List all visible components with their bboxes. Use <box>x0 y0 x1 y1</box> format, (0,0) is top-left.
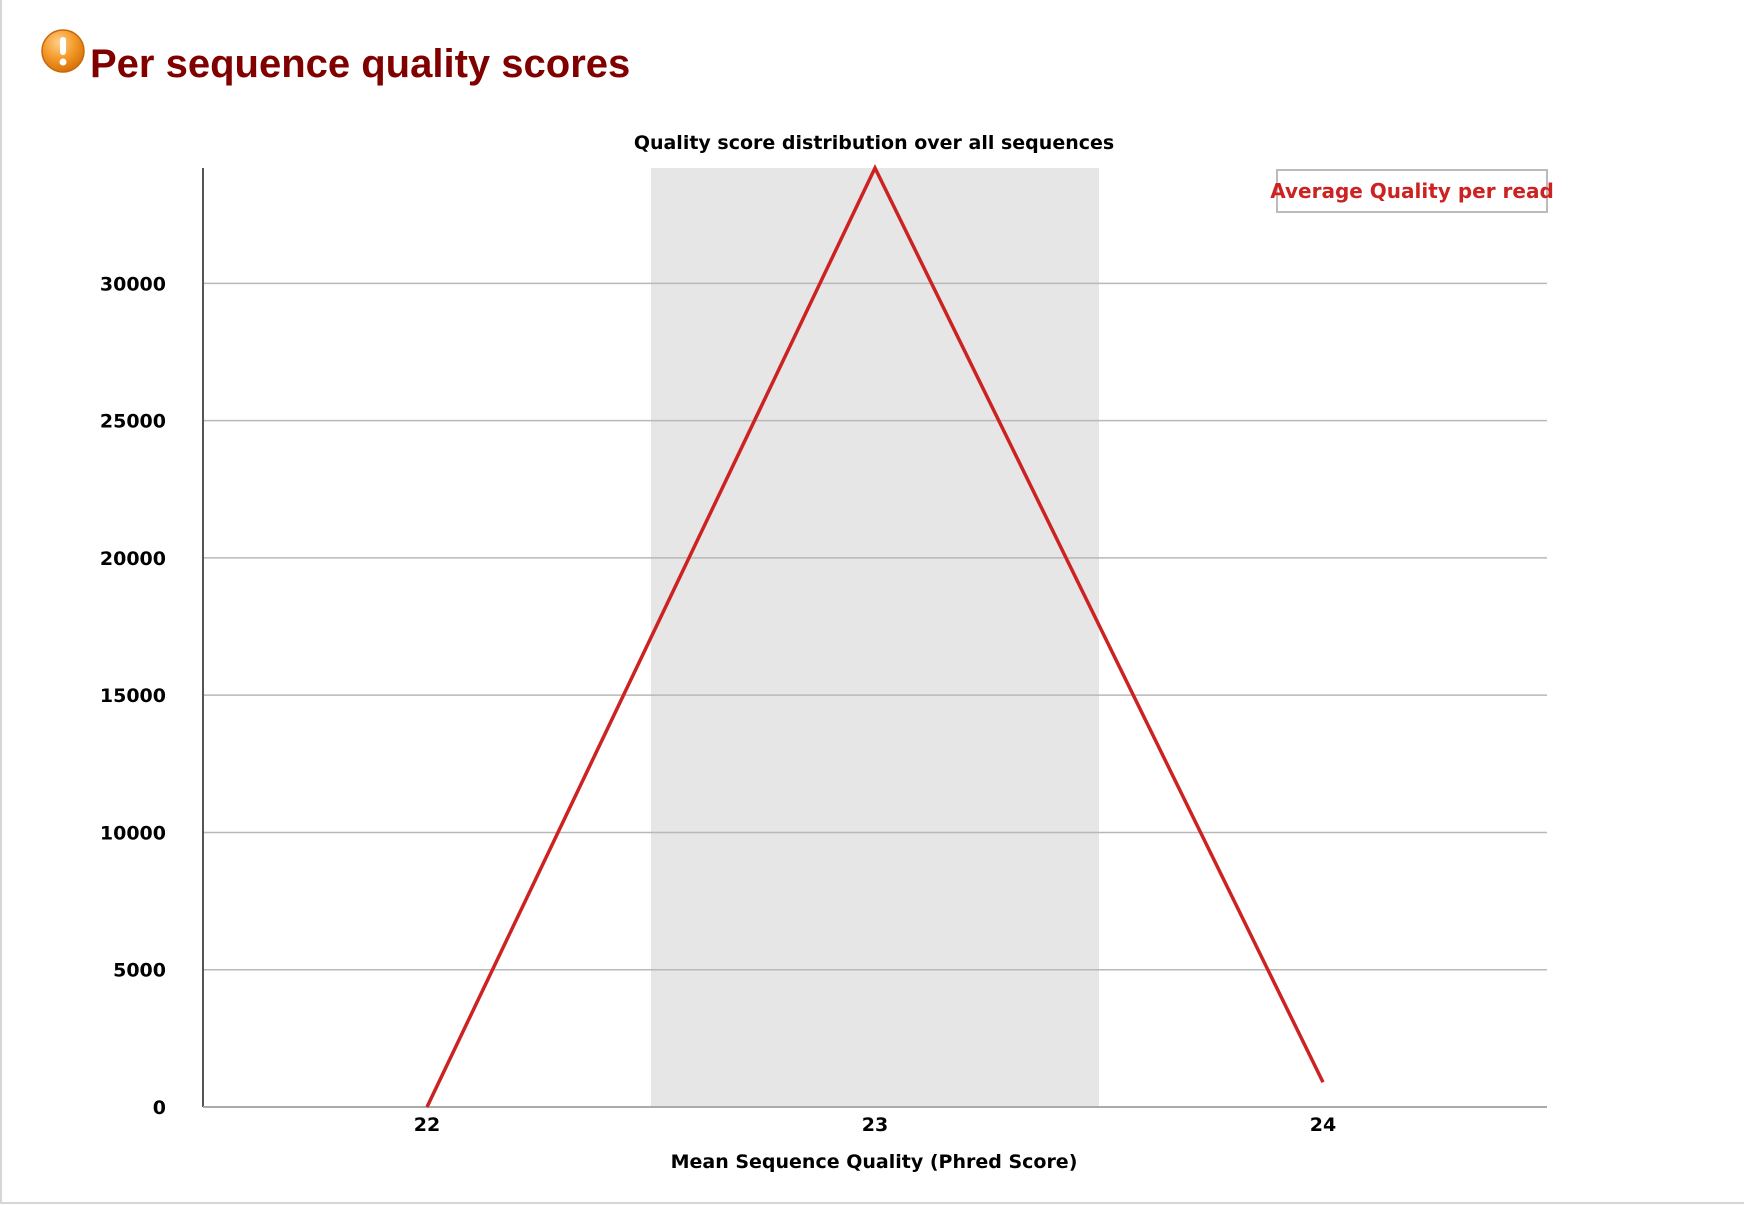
chart-title: Quality score distribution over all sequ… <box>634 132 1114 154</box>
warning-icon <box>41 29 85 73</box>
x-tick-label: 23 <box>862 1114 888 1136</box>
shaded-band <box>651 168 1099 1107</box>
y-tick-label: 10000 <box>100 822 166 844</box>
x-axis-label: Mean Sequence Quality (Phred Score) <box>671 1151 1078 1173</box>
legend: Average Quality per read <box>1270 169 1554 213</box>
series-layer <box>425 163 1325 1108</box>
section-header: Per sequence quality scores <box>40 28 630 88</box>
y-tick-label: 0 <box>153 1097 166 1119</box>
x-tick-label: 22 <box>414 1114 440 1136</box>
x-tick-label: 24 <box>1310 1114 1336 1136</box>
y-tick-labels: 0 5000 10000 15000 20000 25000 30000 <box>100 273 166 1119</box>
x-tick-labels: 22 23 24 <box>414 1114 1336 1136</box>
shaded-band-layer <box>651 168 1099 1107</box>
legend-box <box>1276 169 1548 213</box>
page-title: Per sequence quality scores <box>90 42 631 86</box>
y-tick-label: 25000 <box>100 411 166 433</box>
y-tick-label: 20000 <box>100 548 166 570</box>
grid-layer <box>203 282 1547 971</box>
y-tick-label: 15000 <box>100 685 166 707</box>
y-tick-label: 5000 <box>113 960 166 982</box>
y-tick-label: 30000 <box>100 273 166 295</box>
legend-label: Average Quality per read <box>1270 179 1554 203</box>
